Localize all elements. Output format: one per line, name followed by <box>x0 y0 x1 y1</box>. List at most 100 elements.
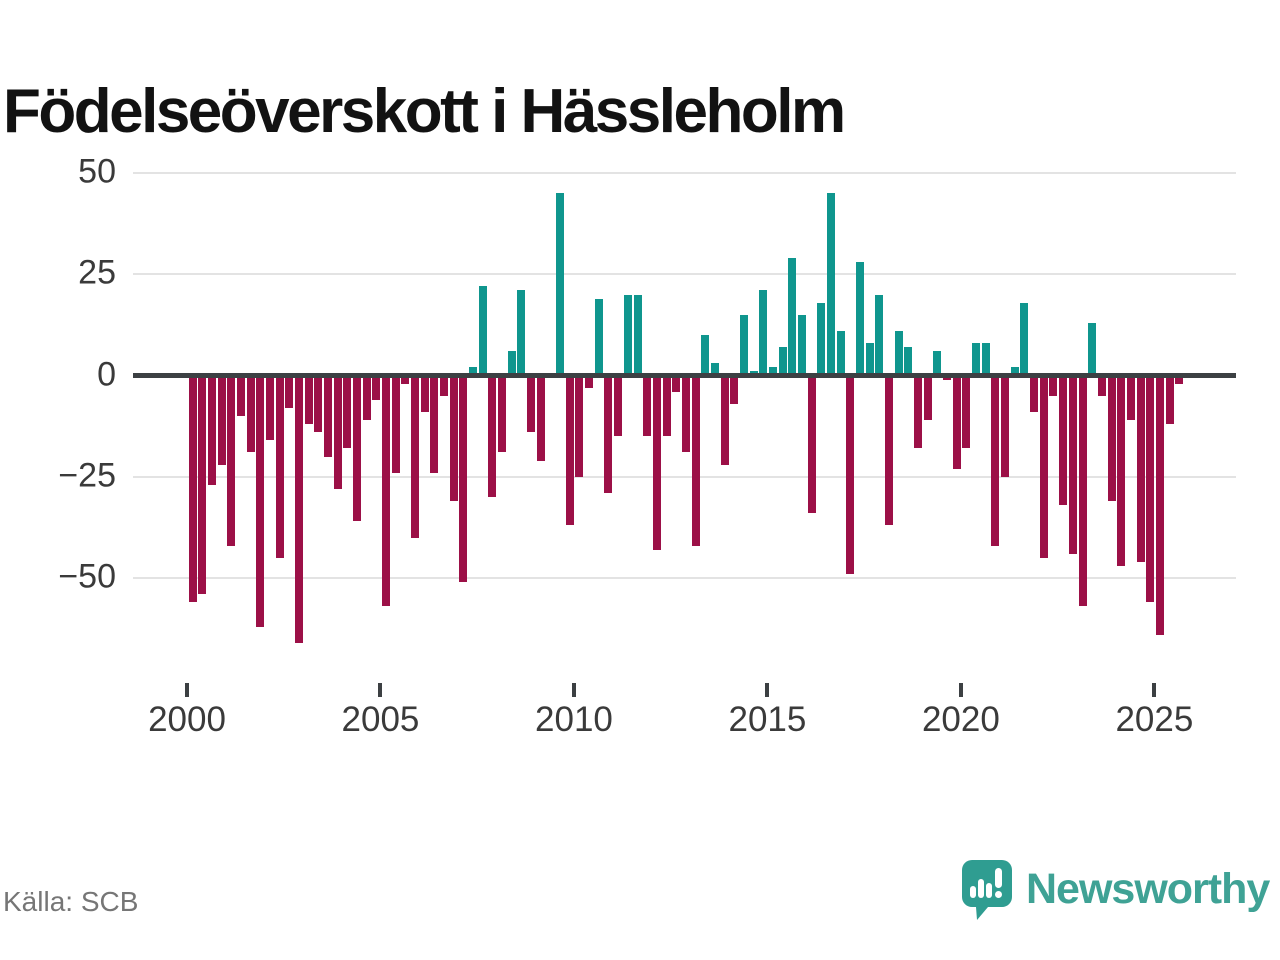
bar-2002-q1 <box>265 375 274 441</box>
bar-2019-q1 <box>923 375 932 421</box>
bar-2009-q1 <box>536 375 545 461</box>
bar-2024-q1 <box>1117 375 1126 566</box>
bar-2015-q1 <box>768 367 777 376</box>
bar-2017-q4 <box>875 294 884 376</box>
bar-2012-q3 <box>672 375 681 392</box>
x-axis-label-2010: 2010 <box>535 700 613 739</box>
y-axis-label-50: 50 <box>78 152 116 191</box>
bar-2013-q4 <box>720 375 729 465</box>
bar-2010-q2 <box>585 375 594 388</box>
bar-2005-q1 <box>381 375 390 607</box>
source-label: Källa: SCB <box>3 886 139 917</box>
bar-2013-q1 <box>691 375 700 546</box>
chart-title: Födelseöverskott i Hässleholm <box>3 76 846 146</box>
bar-2003-q4 <box>333 375 342 489</box>
bar-2002-q2 <box>275 375 284 558</box>
bar-2016-q1 <box>807 375 816 514</box>
bar-2015-q3 <box>788 258 797 376</box>
bar-2008-q3 <box>517 290 526 376</box>
bar-2016-q4 <box>836 330 845 376</box>
bar-2001-q3 <box>246 375 255 453</box>
bar-2011-q2 <box>623 294 632 376</box>
bar-2019-q2 <box>933 351 942 376</box>
y-gridline-−50 <box>133 577 1236 579</box>
bar-2020-q3 <box>981 343 990 376</box>
bar-2006-q4 <box>449 375 458 502</box>
newsworthy-brand: Newsworthy <box>962 860 1270 920</box>
bar-2021-q3 <box>1020 302 1029 376</box>
bar-2010-q4 <box>604 375 613 493</box>
bar-2023-q2 <box>1088 322 1097 376</box>
bar-2023-q3 <box>1097 375 1106 396</box>
bar-2000-q1 <box>188 375 197 603</box>
bar-2020-q4 <box>991 375 1000 546</box>
bar-2010-q1 <box>575 375 584 477</box>
bar-2011-q1 <box>614 375 623 437</box>
x-axis-tick-2000 <box>185 683 189 697</box>
bar-2021-q1 <box>1001 375 1010 477</box>
newsworthy-logo-icon <box>962 860 1012 920</box>
bar-2016-q2 <box>817 302 826 376</box>
x-axis-tick-2005 <box>378 683 383 697</box>
bar-2006-q3 <box>440 375 449 396</box>
x-axis-label-2015: 2015 <box>728 700 807 739</box>
bar-2018-q2 <box>894 330 903 376</box>
x-axis-tick-2015 <box>765 683 770 697</box>
bar-2008-q2 <box>507 351 516 376</box>
x-axis-label-2025: 2025 <box>1115 700 1194 739</box>
zero-baseline <box>133 373 1236 378</box>
bar-2024-q4 <box>1146 375 1155 603</box>
bar-2013-q2 <box>701 335 710 376</box>
bar-2016-q3 <box>826 193 835 376</box>
bar-2002-q4 <box>294 375 303 643</box>
bar-2007-q3 <box>478 286 487 376</box>
bar-2022-q2 <box>1049 375 1058 396</box>
bar-2020-q1 <box>962 375 971 449</box>
bar-2011-q3 <box>633 294 642 376</box>
y-gridline-25 <box>133 273 1236 276</box>
x-axis-tick-2010 <box>571 683 576 697</box>
y-axis-label-25: 25 <box>78 253 116 292</box>
x-axis-label-2000: 2000 <box>148 700 226 739</box>
bar-2012-q2 <box>662 375 671 437</box>
bar-2022-q1 <box>1039 375 1048 558</box>
bar-2017-q1 <box>846 375 855 574</box>
bar-2025-q3 <box>1175 375 1184 384</box>
bar-2001-q2 <box>236 375 245 416</box>
bar-2015-q4 <box>797 314 806 376</box>
bar-2008-q1 <box>498 375 507 453</box>
bar-2017-q3 <box>865 343 874 376</box>
bar-2014-q1 <box>730 375 739 404</box>
bar-2011-q4 <box>643 375 652 437</box>
x-axis-tick-2025 <box>1152 683 1157 697</box>
bar-2021-q4 <box>1030 375 1039 412</box>
bar-2023-q1 <box>1078 375 1087 607</box>
bar-2018-q4 <box>914 375 923 449</box>
bar-2005-q2 <box>391 375 400 473</box>
bar-2004-q3 <box>362 375 371 421</box>
bar-2000-q4 <box>217 375 226 465</box>
bar-2009-q3 <box>556 193 565 376</box>
newsworthy-wordmark: Newsworthy <box>1026 865 1270 913</box>
y-axis-label-−25: −25 <box>58 456 116 495</box>
bar-2003-q1 <box>304 375 313 425</box>
y-gridline-50 <box>133 172 1236 174</box>
bar-2005-q3 <box>401 375 410 384</box>
y-axis-label-0: 0 <box>97 355 116 394</box>
bar-2003-q2 <box>314 375 323 433</box>
bar-2009-q4 <box>565 375 574 526</box>
bar-2007-q2 <box>469 367 478 376</box>
bar-2022-q4 <box>1068 375 1077 554</box>
bar-2019-q4 <box>952 375 961 469</box>
bar-2004-q2 <box>352 375 361 522</box>
bar-2005-q4 <box>411 375 419 538</box>
bar-2004-q1 <box>343 375 352 449</box>
bar-2013-q3 <box>710 363 719 376</box>
bar-2006-q1 <box>420 375 429 412</box>
y-gridline-−25 <box>133 475 1236 478</box>
y-axis-label-−50: −50 <box>58 557 116 596</box>
x-axis-label-2005: 2005 <box>341 700 420 739</box>
bar-2008-q4 <box>527 375 536 433</box>
bar-2014-q4 <box>759 290 768 376</box>
